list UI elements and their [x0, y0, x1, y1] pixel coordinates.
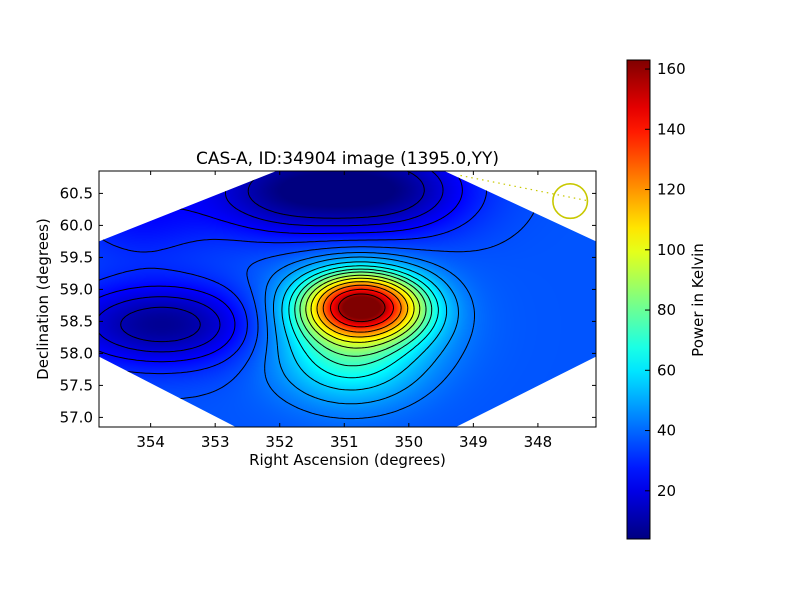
y-tick-label: 57.5: [60, 376, 93, 394]
x-tick-label: 352: [265, 433, 294, 451]
contour-level-9: [294, 268, 433, 367]
contour-lines: [99, 171, 540, 420]
colorbar: [627, 60, 650, 539]
contour-level-14: [322, 284, 402, 333]
colorbar-tick-label: 40: [657, 422, 676, 440]
contour-level-5: [264, 252, 475, 420]
colorbar-tick-label: 160: [657, 60, 686, 78]
heatmap-image: [99, 171, 596, 427]
contour-level-10: [299, 271, 427, 357]
contour-level-6: [273, 256, 459, 405]
beam-circle: [552, 183, 589, 220]
contour-level-12: [310, 277, 415, 343]
x-tick-label: 354: [136, 433, 165, 451]
y-tick-label: 60.0: [60, 216, 93, 234]
y-axis-label: Declination (degrees): [34, 218, 52, 380]
plot-area: [99, 171, 596, 427]
chart-title: CAS-A, ID:34904 image (1395.0,YY): [196, 149, 499, 169]
y-tick-label: 58.5: [60, 312, 93, 330]
x-axis-ticks: 354 353 352 351 350 349 348: [136, 171, 552, 451]
x-axis-label: Right Ascension (degrees): [249, 451, 446, 469]
colorbar-tick-label: 80: [657, 301, 676, 319]
y-tick-label: 60.5: [60, 184, 93, 202]
contour-level-16: [338, 293, 386, 323]
y-tick-label: 57.0: [60, 408, 93, 426]
colorbar-tick-label: 20: [657, 482, 676, 500]
y-axis-ticks: 57.0 57.5 58.0 58.5 59.0 59.5 60.0 60.5: [60, 184, 596, 426]
x-tick-label: 350: [394, 433, 423, 451]
contour-level-7: [281, 261, 448, 391]
contour-level-11: [305, 274, 421, 349]
x-tick-label: 349: [459, 433, 488, 451]
contour-level-15: [330, 288, 394, 328]
y-tick-label: 59.0: [60, 280, 93, 298]
y-tick-label: 59.5: [60, 248, 93, 266]
x-tick-label: 348: [524, 433, 553, 451]
colorbar-tick-label: 120: [657, 181, 686, 199]
x-tick-label: 351: [330, 433, 359, 451]
colorbar-ticks: 20 40 60 80 100 120 140 160: [645, 60, 686, 500]
colorbar-tick-label: 60: [657, 361, 676, 379]
contour-level-8: [288, 265, 439, 379]
x-tick-label: 353: [201, 433, 230, 451]
colorbar-tick-label: 100: [657, 241, 686, 259]
axes-frame: [98, 170, 597, 428]
colorbar-label: Power in Kelvin: [689, 243, 707, 357]
contour-level-13: [316, 281, 409, 338]
colorbar-tick-label: 140: [657, 120, 686, 138]
y-tick-label: 58.0: [60, 344, 93, 362]
colorbar-frame: [626, 59, 651, 540]
